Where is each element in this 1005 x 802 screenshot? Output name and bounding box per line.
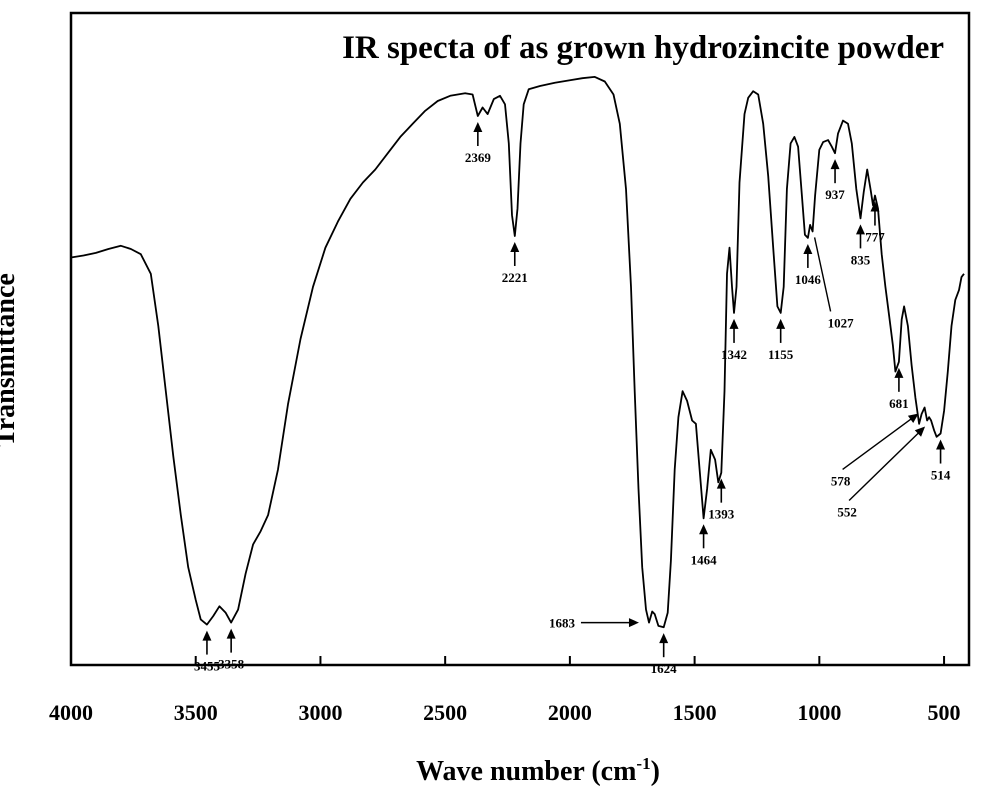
peak-annotation-514: 514 (931, 439, 951, 483)
peak-label: 2221 (502, 270, 528, 285)
peak-label: 1683 (549, 616, 576, 631)
peak-label: 578 (831, 473, 851, 488)
x-tick-label: 500 (928, 700, 961, 725)
peak-label: 1155 (768, 347, 794, 362)
peak-arrowhead (936, 439, 946, 450)
x-tick-label: 1000 (797, 700, 841, 725)
peak-arrowhead (659, 633, 669, 644)
peak-arrowhead (202, 630, 212, 641)
peak-annotation-1155: 1155 (768, 318, 794, 362)
x-tick-label: 4000 (49, 700, 93, 725)
peak-label: 552 (837, 505, 857, 520)
x-axis-title-close: ) (651, 756, 660, 787)
peak-arrowhead (473, 122, 483, 133)
peak-arrowhead (628, 618, 639, 628)
peak-arrowhead (830, 159, 840, 170)
x-axis-title: Wave number (cm-1) (416, 754, 660, 787)
peak-arrowhead (699, 524, 709, 535)
x-tick-label: 1500 (673, 700, 717, 725)
peak-label: 937 (825, 187, 845, 202)
peak-label: 3455 (194, 659, 221, 674)
peak-label: 514 (931, 468, 951, 483)
peak-annotation-2369: 2369 (465, 122, 492, 165)
peak-arrowhead (226, 628, 236, 639)
peak-arrowhead (510, 241, 520, 252)
peak-label: 3358 (218, 657, 245, 672)
peak-arrowhead (776, 318, 786, 329)
peak-label: 1624 (651, 661, 678, 676)
y-axis-title: Transmittance (0, 273, 21, 447)
peak-annotation-1624: 1624 (651, 633, 678, 676)
chart-title: IR specta of as grown hydrozincite powde… (342, 30, 944, 66)
x-tick-label: 2500 (423, 700, 467, 725)
peak-annotation-1464: 1464 (691, 524, 718, 567)
x-axis-title-main: Wave number (cm (416, 756, 636, 787)
peak-arrowhead (914, 426, 926, 437)
spectrum-line (70, 76, 965, 629)
peak-arrow-shaft (848, 431, 920, 502)
peak-annotation-1393: 1393 (708, 478, 735, 522)
peak-label: 2369 (465, 150, 492, 165)
peak-label: 681 (889, 396, 909, 411)
peak-annotation-1027: 1027 (813, 237, 855, 330)
peak-arrowhead (803, 243, 813, 254)
peak-annotation-937: 937 (825, 159, 845, 202)
peak-label: 1393 (708, 507, 735, 522)
peak-annotation-552: 552 (837, 426, 926, 520)
x-tick-label: 3500 (174, 700, 218, 725)
peak-label: 1027 (828, 315, 855, 330)
peak-label: 1464 (691, 552, 718, 567)
peak-label: 835 (851, 252, 871, 267)
peak-label: 777 (865, 230, 885, 245)
peak-arrowhead (855, 224, 865, 235)
x-tick-label: 3000 (298, 700, 342, 725)
peak-arrow-shaft (842, 417, 913, 471)
peak-annotation-835: 835 (851, 224, 871, 267)
peak-annotation-3455: 3455 (194, 630, 221, 674)
peak-annotation-1342: 1342 (721, 318, 747, 362)
peak-arrowhead (894, 367, 904, 378)
peak-annotation-1046: 1046 (795, 243, 822, 287)
peak-arrowhead (716, 478, 726, 489)
peak-arrowhead (907, 413, 919, 424)
x-tick-label: 2000 (548, 700, 592, 725)
peak-annotation-1683: 1683 (549, 616, 639, 631)
peak-label: 1342 (721, 347, 747, 362)
peak-annotation-777: 777 (865, 201, 885, 245)
peak-annotation-3358: 3358 (218, 628, 245, 672)
x-axis-ticks: 4000 3500 3000 2500 2000 1500 1000 500 (49, 656, 961, 725)
peak-arrowhead (729, 318, 739, 329)
peak-annotation-578: 578 (831, 413, 919, 488)
peak-leader-line (813, 237, 832, 312)
peak-label: 1046 (795, 272, 822, 287)
x-axis-title-sup: -1 (636, 754, 650, 773)
peak-annotation-2221: 2221 (502, 241, 528, 285)
plot-frame (69, 11, 971, 667)
peak-annotation-681: 681 (889, 367, 909, 411)
